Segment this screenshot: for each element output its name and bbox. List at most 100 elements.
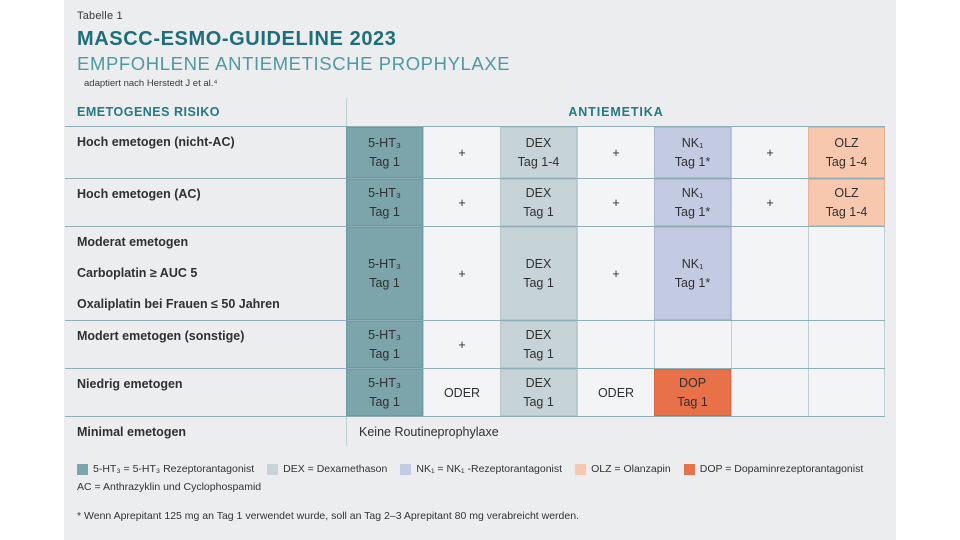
connector-text: ODER bbox=[597, 385, 635, 400]
color-swatch bbox=[400, 463, 412, 475]
connector-cell: + bbox=[577, 227, 654, 320]
empty-cell bbox=[731, 369, 808, 416]
document-header: Tabelle 1 MASCC-ESMO-GUIDELINE 2023 EMPF… bbox=[64, 0, 896, 89]
empty-cell bbox=[808, 227, 885, 320]
legend-label: NK₁ = NK₁ -Rezeptorantagonist bbox=[416, 463, 563, 475]
drug-cell: DEX Tag 1 bbox=[500, 227, 577, 320]
empty-cell bbox=[731, 321, 808, 368]
connector-text: + bbox=[458, 145, 466, 160]
drug-cell-line: Tag 1 bbox=[369, 346, 400, 361]
empty-cell bbox=[808, 321, 885, 368]
drug-cell-line: Tag 1 bbox=[369, 275, 400, 290]
connector-text: + bbox=[612, 195, 620, 210]
drug-cell-line: Tag 1 bbox=[369, 204, 400, 219]
drug-cell-line: Tag 1* bbox=[674, 204, 711, 219]
legend-item: DOP = Dopaminrezeptorantagonist bbox=[683, 463, 863, 475]
connector-cell: ODER bbox=[423, 369, 500, 416]
connector-cell: + bbox=[577, 179, 654, 226]
drug-cell-line: Tag 1 bbox=[523, 204, 554, 219]
row-label: Minimal emetogen bbox=[65, 417, 346, 446]
row-label: Niedrig emetogen bbox=[65, 369, 346, 416]
connector-text: + bbox=[458, 266, 466, 281]
legend-item: OLZ = Olanzapin bbox=[575, 463, 671, 475]
drug-cell-line: DEX bbox=[525, 256, 552, 271]
drug-cell: 5-HT₃ Tag 1 bbox=[346, 179, 423, 226]
prophylaxis-table: EMETOGENES RISIKO ANTIEMETIKA Hoch emeto… bbox=[65, 98, 885, 446]
connector-text: + bbox=[612, 266, 620, 281]
drug-cell: DEX Tag 1-4 bbox=[500, 127, 577, 178]
table-number-label: Tabelle 1 bbox=[77, 10, 123, 22]
drug-cell-line: Tag 1 bbox=[369, 394, 400, 409]
row-label-line: Moderat emetogen bbox=[77, 235, 189, 249]
drug-cell-line: Tag 1 bbox=[369, 154, 400, 169]
legend-label: OLZ = Olanzapin bbox=[591, 463, 671, 475]
drug-cell-line: 5-HT₃ bbox=[368, 327, 401, 342]
color-swatch bbox=[267, 463, 279, 475]
row-label-line: Modert emetogen (sonstige) bbox=[77, 329, 245, 343]
document-panel: Tabelle 1 MASCC-ESMO-GUIDELINE 2023 EMPF… bbox=[64, 0, 896, 540]
table-header-row: EMETOGENES RISIKO ANTIEMETIKA bbox=[65, 98, 885, 126]
connector-text: + bbox=[766, 145, 774, 160]
drug-cell-line: OLZ bbox=[834, 185, 859, 200]
color-legend: 5-HT₃ = 5-HT₃ Rezeptorantagonist DEX = De… bbox=[77, 463, 896, 475]
drug-cell-line: 5-HT₃ bbox=[368, 185, 401, 200]
drug-cell-line: 5-HT₃ bbox=[368, 135, 401, 150]
connector-cell: + bbox=[423, 227, 500, 320]
empty-cell bbox=[731, 227, 808, 320]
connector-text: + bbox=[458, 195, 466, 210]
connector-cell: + bbox=[423, 321, 500, 368]
drug-cell-line: NK₁ bbox=[681, 256, 704, 271]
connector-cell: + bbox=[577, 127, 654, 178]
drug-cell: OLZ Tag 1-4 bbox=[808, 179, 885, 226]
drug-cell: NK₁ Tag 1* bbox=[654, 127, 731, 178]
table-row: Modert emetogen (sonstige) 5-HT₃ Tag 1 + DEX… bbox=[65, 320, 885, 368]
table-row: Hoch emetogen (AC) 5-HT₃ Tag 1 + DEX Tag 1 + NK… bbox=[65, 178, 885, 226]
drug-cell: 5-HT₃ Tag 1 bbox=[346, 127, 423, 178]
drug-cell: OLZ Tag 1-4 bbox=[808, 127, 885, 178]
row-label-line: Niedrig emetogen bbox=[77, 377, 183, 391]
footnote: * Wenn Aprepitant 125 mg an Tag 1 verwen… bbox=[77, 510, 579, 522]
antiemetics-column-header: ANTIEMETIKA bbox=[346, 98, 885, 126]
full-span-cell-text: Keine Routineprophylaxe bbox=[359, 424, 499, 439]
drug-cell: 5-HT₃ Tag 1 bbox=[346, 369, 423, 416]
adaptation-note: adaptiert nach Herstedt J et al.⁴ bbox=[84, 78, 218, 89]
legend-item: DEX = Dexamethason bbox=[267, 463, 387, 475]
connector-cell: + bbox=[731, 179, 808, 226]
drug-cell-line: DEX bbox=[525, 375, 552, 390]
connector-text: + bbox=[612, 145, 620, 160]
color-swatch bbox=[575, 463, 587, 475]
connector-text: + bbox=[458, 337, 466, 352]
risk-column-header: EMETOGENES RISIKO bbox=[65, 98, 346, 126]
color-swatch bbox=[683, 463, 695, 475]
risk-column-header-label: EMETOGENES RISIKO bbox=[77, 105, 221, 119]
legend-ac-note: AC = Anthrazyklin und Cyclophospamid bbox=[77, 481, 262, 493]
drug-cell-line: DEX bbox=[525, 327, 552, 342]
drug-cell: 5-HT₃ Tag 1 bbox=[346, 227, 423, 320]
empty-cell bbox=[808, 369, 885, 416]
connector-cell: + bbox=[423, 179, 500, 226]
table-row: Hoch emetogen (nicht-AC) 5-HT₃ Tag 1 + DEX Ta… bbox=[65, 126, 885, 178]
table-body: Hoch emetogen (nicht-AC) 5-HT₃ Tag 1 + DEX Ta… bbox=[65, 126, 885, 446]
row-label-line: Minimal emetogen bbox=[77, 425, 187, 439]
row-label: Moderat emetogen Carboplatin ≥ AUC 5 Oxali… bbox=[65, 227, 346, 320]
empty-cell bbox=[577, 321, 654, 368]
row-label-line: Oxaliplatin bei Frauen ≤ 50 Jahren bbox=[77, 297, 280, 311]
drug-cell: NK₁ Tag 1* bbox=[654, 179, 731, 226]
drug-cell-line: 5-HT₃ bbox=[368, 375, 401, 390]
drug-cell: DOP Tag 1 bbox=[654, 369, 731, 416]
table-row: Minimal emetogen Keine Routineprophylaxe bbox=[65, 416, 885, 446]
table-row: Niedrig emetogen 5-HT₃ Tag 1 ODER DEX Tag 1 OD… bbox=[65, 368, 885, 416]
legend-item: NK₁ = NK₁ -Rezeptorantagonist bbox=[400, 463, 562, 475]
row-label-line: Hoch emetogen (nicht-AC) bbox=[77, 135, 235, 149]
drug-cell-line: Tag 1 bbox=[523, 275, 554, 290]
color-swatch bbox=[77, 463, 88, 475]
connector-text: + bbox=[766, 195, 774, 210]
drug-cell-line: DEX bbox=[525, 185, 552, 200]
drug-cell-line: DEX bbox=[525, 135, 552, 150]
drug-cell-line: Tag 1* bbox=[674, 275, 711, 290]
drug-cell: NK₁ Tag 1* bbox=[654, 227, 731, 320]
drug-cell-line: NK₁ bbox=[681, 185, 704, 200]
drug-cell: DEX Tag 1 bbox=[500, 369, 577, 416]
drug-cell: DEX Tag 1 bbox=[500, 179, 577, 226]
drug-cell-line: Tag 1-4 bbox=[517, 154, 560, 169]
